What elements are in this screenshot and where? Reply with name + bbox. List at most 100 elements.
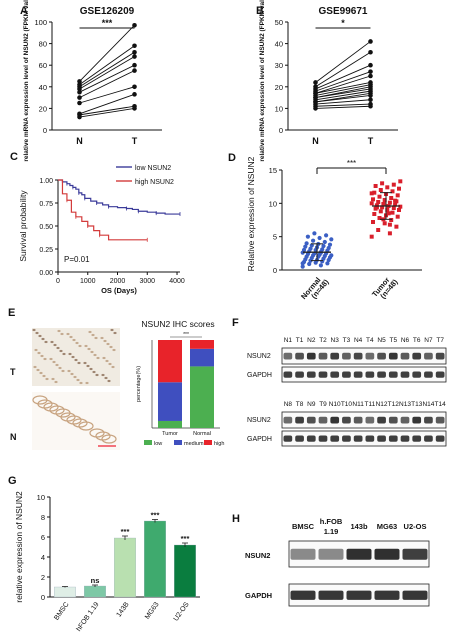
bar-MG63: [144, 520, 166, 598]
data-point-tumor: [390, 210, 395, 215]
data-point-normal: [327, 242, 333, 247]
pair-line-B: [315, 64, 371, 90]
ihc-cell: [95, 373, 99, 377]
data-point-A: [77, 95, 82, 100]
y-axis-label-E: percentage(%): [136, 366, 142, 402]
lane-label-F: T7: [436, 337, 444, 344]
data-point-normal: [307, 261, 312, 267]
blot-F1-gapdh-band: [306, 371, 316, 378]
ihc-cell: [84, 344, 88, 348]
legend-label-C: low NSUN2: [135, 165, 171, 172]
lane-label-H: BMSC: [292, 522, 315, 531]
x-tick-label-G: BMSC: [53, 601, 70, 622]
ihc-cell: [60, 332, 64, 336]
x-tick-label-C: 3000: [139, 278, 155, 285]
ihc-cell: [51, 377, 55, 381]
ihc-cell: [102, 356, 106, 360]
blot-F1-gapdh-band: [388, 371, 398, 378]
ihc-cell: [34, 348, 38, 352]
blot-F2-gapdh-band: [318, 435, 328, 442]
y-tick-label-G: 10: [37, 493, 45, 502]
blot-F2-nsun2-band: [306, 416, 316, 424]
lane-label-F: T1: [296, 337, 304, 344]
data-point-normal: [324, 233, 329, 238]
y-tick-label-C: 0.25: [39, 247, 53, 254]
pair-line-B: [315, 90, 371, 101]
pair-line-A: [79, 64, 135, 93]
blot-F1-nsun2-band: [330, 352, 340, 360]
data-point-tumor: [394, 224, 399, 229]
lane-label-F: T8: [296, 401, 304, 408]
x-tick-label-E: Normal: [193, 431, 211, 437]
significance-label-G: ns: [91, 576, 100, 585]
data-point-tumor: [378, 188, 383, 192]
y-tick-label-B: 50: [275, 18, 283, 27]
blot-F2-nsun2-frame: [281, 411, 447, 429]
data-point-tumor: [369, 234, 374, 239]
y-tick-label-C: 0.50: [39, 224, 53, 231]
y-tick-label-G: 8: [41, 513, 45, 522]
lane-label-F: T4: [366, 337, 374, 344]
data-point-tumor: [382, 221, 387, 226]
y-tick-label-A: 40: [39, 83, 47, 92]
blot-F1-nsun2-band: [400, 352, 410, 360]
blot-F2-gapdh-band: [435, 435, 445, 442]
y-tick-label-C: 1.00: [39, 178, 53, 185]
blot-H-nsun2-band: [290, 548, 316, 560]
ihc-cell: [40, 354, 44, 358]
pair-line-B: [315, 41, 371, 83]
data-point-tumor: [390, 189, 395, 194]
data-point-A: [132, 68, 137, 73]
ihc-cell: [37, 351, 41, 355]
panel-letter-D: D: [228, 152, 236, 164]
y-tick-label-B: 0: [279, 126, 283, 135]
lane-label-F: N3: [331, 337, 340, 344]
data-point-normal: [321, 243, 326, 249]
blot-H-gapdh-band: [374, 590, 400, 600]
data-point-normal: [305, 234, 310, 239]
pair-line-B: [315, 84, 371, 96]
ihc-cell: [52, 360, 56, 364]
data-point-B: [368, 73, 373, 79]
blot-F1-gapdh-band: [424, 371, 433, 378]
blot-H-gapdh-band: [318, 590, 344, 600]
legend-label-E: low: [154, 441, 162, 447]
lane-label-F: N9: [307, 401, 316, 408]
blot-F2-gapdh-band: [353, 435, 363, 442]
significance-label-B: *: [341, 18, 345, 28]
legend-swatch-E: [204, 440, 212, 445]
data-point-normal: [329, 237, 334, 242]
bar-segment-high: [158, 340, 182, 383]
data-point-tumor: [393, 198, 398, 203]
bar-143B: [114, 537, 136, 598]
blot-F1-gapdh-band: [435, 371, 445, 378]
blot-F1-nsun2-band: [295, 352, 304, 360]
p-value-label-C: P=0.01: [64, 255, 90, 264]
data-point-tumor: [387, 231, 392, 236]
pair-line-B: [315, 88, 371, 99]
ihc-cell: [71, 355, 75, 359]
data-point-tumor: [380, 205, 385, 210]
data-point-tumor: [391, 182, 396, 187]
ihc-cell: [50, 340, 54, 344]
panel-title-B: GSE99671: [319, 6, 368, 17]
y-tick-label-G: 4: [41, 553, 45, 562]
data-point-normal: [317, 235, 322, 241]
ihc-alveolus: [78, 421, 94, 431]
x-tick-label-B: T: [368, 136, 374, 146]
blot-F1-nsun2-band: [318, 352, 328, 360]
lane-label-F: T11: [364, 401, 375, 408]
pair-line-B: [315, 82, 371, 94]
panel-letter-E: E: [8, 307, 15, 319]
data-point-tumor: [387, 200, 392, 205]
bar-segment-low: [190, 366, 214, 428]
row-label-T: T: [10, 367, 16, 377]
blot-F2-nsun2-band: [295, 416, 304, 424]
significance-label-A: ***: [102, 18, 113, 28]
ihc-cell: [109, 345, 113, 349]
row-label-N: N: [10, 432, 17, 442]
blot-F2-gapdh-band: [283, 435, 293, 442]
pair-line-B: [315, 94, 371, 103]
x-axis-label-C: OS (Days): [101, 286, 137, 295]
ihc-cell: [75, 341, 79, 345]
